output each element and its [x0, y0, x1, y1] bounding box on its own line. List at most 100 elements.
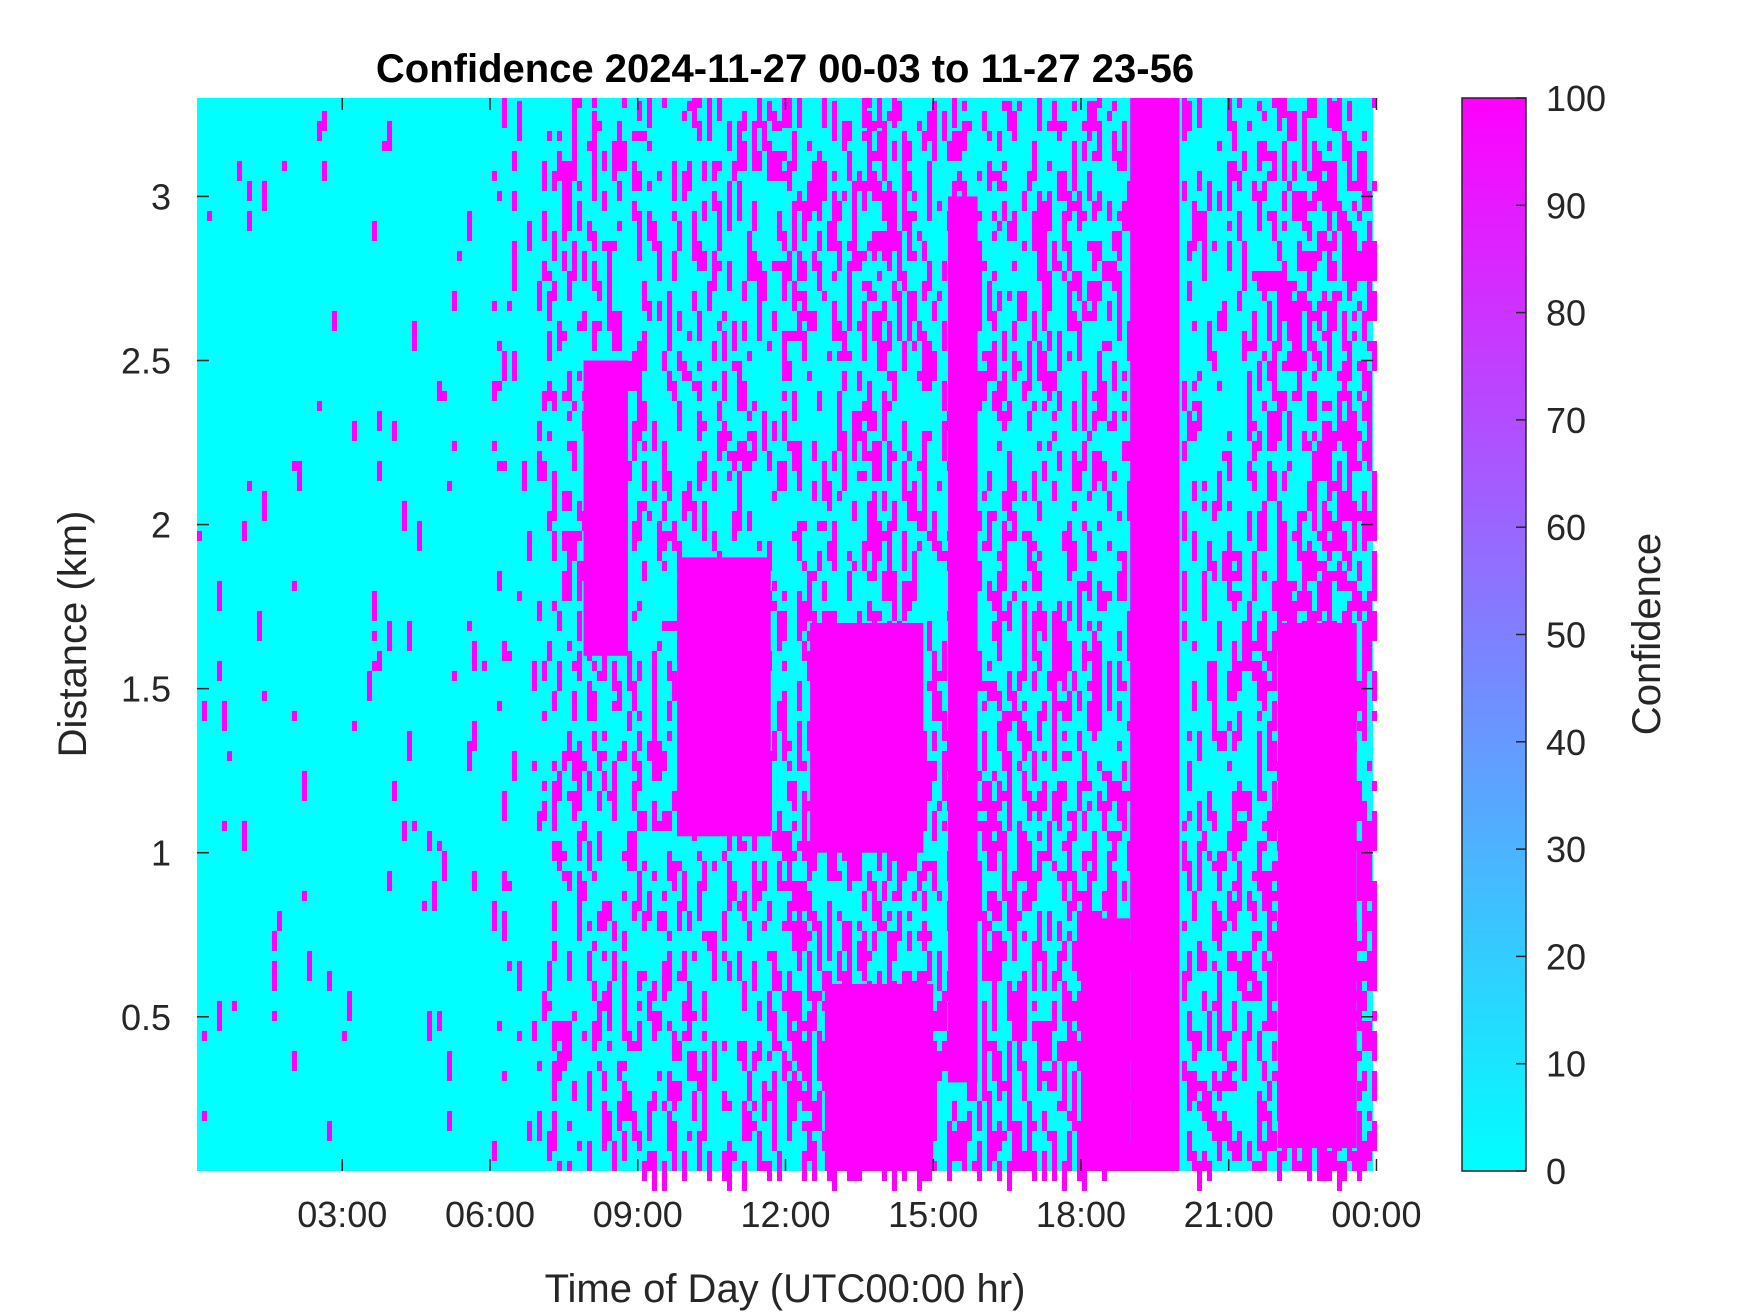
heatmap-cell: [887, 181, 892, 211]
heatmap-cell: [1077, 931, 1082, 961]
heatmap-cell: [1072, 501, 1077, 511]
heatmap-cell: [1112, 831, 1117, 861]
heatmap-cell: [1092, 551, 1097, 561]
heatmap-cell: [852, 1001, 857, 1021]
heatmap-cell: [1287, 1081, 1292, 1111]
heatmap-cell: [967, 471, 972, 501]
heatmap-cell: [982, 971, 987, 981]
heatmap-cell: [732, 811, 737, 821]
heatmap-cell: [1242, 791, 1247, 811]
heatmap-cell: [572, 1081, 577, 1101]
heatmap-cell: [1262, 631, 1267, 661]
heatmap-cell: [1292, 921, 1297, 931]
heatmap-cell: [1307, 391, 1312, 421]
heatmap-cell: [902, 791, 907, 801]
heatmap-cell: [952, 631, 957, 661]
heatmap-cell: [1277, 931, 1282, 961]
heatmap-cell: [722, 771, 727, 801]
heatmap-cell: [1092, 291, 1097, 321]
heatmap-cell: [987, 131, 992, 141]
colorbar-label: Confidence: [1625, 533, 1669, 735]
heatmap-cell: [927, 161, 932, 181]
heatmap-cell: [1247, 641, 1252, 671]
heatmap-cell: [1362, 491, 1367, 511]
heatmap-cell: [642, 481, 647, 491]
heatmap-cell: [642, 561, 647, 571]
heatmap-cell: [1107, 591, 1112, 601]
heatmap-cell: [842, 371, 847, 391]
heatmap-cell: [702, 621, 707, 641]
heatmap-cell: [782, 711, 787, 741]
heatmap-cell: [722, 311, 727, 321]
heatmap-cell: [1012, 511, 1017, 541]
heatmap-cell: [1357, 391, 1362, 401]
heatmap-cell: [622, 361, 627, 381]
heatmap-cell: [737, 361, 742, 371]
heatmap-cell: [1262, 821, 1267, 831]
heatmap-cell: [1327, 701, 1332, 731]
heatmap-cell: [1032, 941, 1037, 971]
heatmap-cell: [1312, 391, 1317, 421]
y-tick-label: 3: [151, 176, 171, 217]
heatmap-cell: [927, 1051, 932, 1081]
heatmap-cell: [997, 221, 1002, 231]
heatmap-cell: [992, 591, 997, 611]
heatmap-cell: [1052, 1131, 1057, 1141]
heatmap-cell: [982, 491, 987, 501]
heatmap-cell: [262, 491, 267, 521]
heatmap-cell: [1212, 861, 1217, 871]
heatmap-cell: [1117, 1061, 1122, 1071]
heatmap-cell: [1217, 911, 1222, 931]
heatmap-cell: [1107, 771, 1112, 801]
heatmap-cell: [877, 131, 882, 151]
heatmap-cell: [437, 381, 442, 401]
heatmap-cell: [917, 641, 922, 651]
heatmap-cell: [1072, 1041, 1077, 1061]
heatmap-cell: [557, 611, 562, 631]
heatmap-cell: [592, 261, 597, 291]
heatmap-cell: [597, 671, 602, 681]
heatmap-cell: [917, 971, 922, 981]
heatmap-cell: [1017, 101, 1022, 111]
heatmap-cell: [1312, 901, 1317, 931]
heatmap-cell: [832, 541, 837, 571]
heatmap-cell: [1047, 1131, 1052, 1141]
heatmap-cell: [1032, 311, 1037, 341]
heatmap-cell: [817, 261, 822, 281]
heatmap-cell: [1087, 901, 1092, 931]
heatmap-cell: [1327, 961, 1332, 991]
heatmap-cell: [957, 921, 962, 951]
heatmap-cell: [1007, 1051, 1012, 1081]
heatmap-cell: [1042, 461, 1047, 471]
heatmap-cell: [577, 901, 582, 931]
heatmap-cell: [1347, 361, 1352, 371]
heatmap-cell: [842, 971, 847, 991]
heatmap-cell: [1057, 121, 1062, 131]
heatmap-cell: [847, 241, 852, 251]
heatmap-cell: [1317, 691, 1322, 701]
heatmap-cell: [1102, 901, 1107, 911]
heatmap-cell: [897, 1021, 902, 1041]
heatmap-cell: [1127, 1141, 1132, 1171]
heatmap-cell: [767, 1091, 772, 1101]
heatmap-cell: [1352, 201, 1357, 211]
heatmap-cell: [592, 981, 597, 1001]
heatmap-cell: [1212, 901, 1217, 931]
heatmap-cell: [752, 251, 757, 281]
heatmap-cell: [1067, 521, 1072, 541]
heatmap-cell: [817, 1031, 822, 1041]
heatmap-cell: [1347, 1041, 1352, 1071]
heatmap-cell: [737, 471, 742, 501]
heatmap-cell: [812, 161, 817, 191]
heatmap-cell: [922, 331, 927, 351]
heatmap-cell: [1277, 501, 1282, 531]
heatmap-cell: [792, 881, 797, 901]
heatmap-cell: [572, 401, 577, 411]
heatmap-cell: [1082, 151, 1087, 161]
heatmap-cell: [1262, 1141, 1267, 1171]
heatmap-cell: [1282, 921, 1287, 951]
heatmap-cell: [837, 391, 842, 421]
heatmap-cell: [1017, 761, 1022, 771]
heatmap-cell: [932, 1041, 937, 1061]
